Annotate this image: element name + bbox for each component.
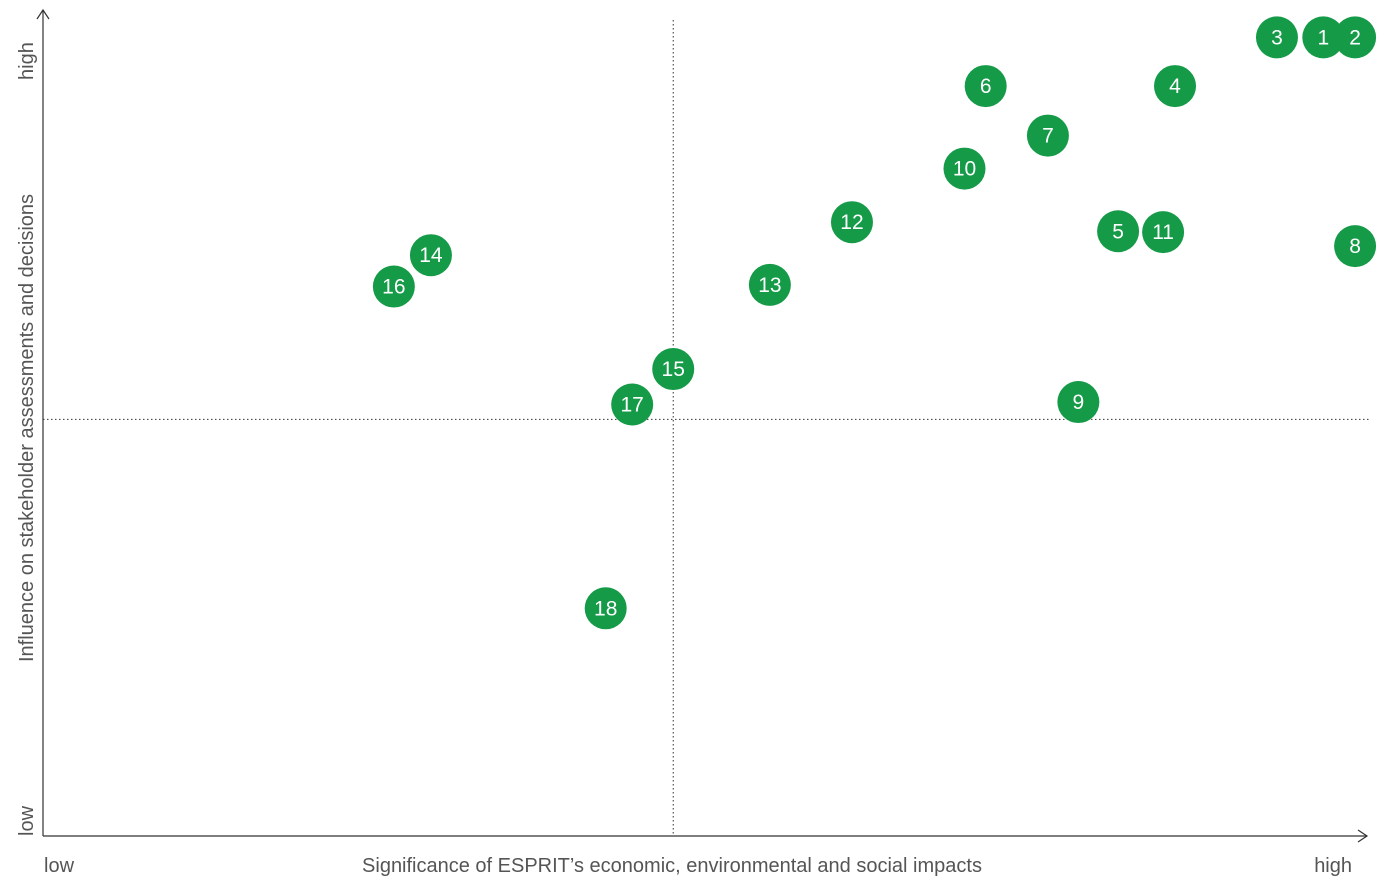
y-axis-arrow-icon	[36, 8, 50, 20]
data-point-marker	[748, 263, 791, 306]
data-point-3: 3	[1255, 16, 1298, 59]
data-point-5: 5	[1097, 210, 1140, 253]
data-point-11: 11	[1142, 211, 1185, 254]
data-point-marker	[1302, 16, 1345, 59]
y-axis-title: Influence on stakeholder assessments and…	[16, 194, 38, 662]
data-point-label: 4	[1169, 75, 1181, 98]
data-point-18: 18	[584, 587, 627, 630]
data-point-7: 7	[1026, 114, 1069, 157]
data-point-marker	[1026, 114, 1069, 157]
data-point-marker	[1154, 65, 1197, 108]
data-point-label: 9	[1073, 391, 1085, 414]
x-axis-title: Significance of ESPRIT’s economic, envir…	[362, 855, 982, 877]
data-point-10: 10	[943, 147, 986, 190]
data-point-12: 12	[830, 201, 873, 244]
data-point-4: 4	[1154, 65, 1197, 108]
data-point-label: 15	[662, 358, 685, 381]
data-point-marker	[1334, 225, 1377, 268]
data-point-marker	[830, 201, 873, 244]
data-point-marker	[1097, 210, 1140, 253]
data-point-2: 2	[1334, 16, 1377, 59]
x-axis-arrow-icon	[1357, 829, 1369, 843]
data-point-14: 14	[409, 234, 452, 277]
data-point-label: 11	[1152, 221, 1174, 244]
data-point-label: 6	[980, 75, 992, 98]
data-point-marker	[652, 348, 695, 391]
data-point-marker	[584, 587, 627, 630]
data-point-marker	[372, 265, 415, 308]
data-point-marker	[1142, 211, 1185, 254]
data-point-label: 10	[953, 158, 976, 181]
data-point-label: 13	[758, 274, 781, 297]
data-point-label: 7	[1042, 125, 1054, 148]
data-point-label: 8	[1349, 235, 1361, 258]
data-point-6: 6	[964, 65, 1007, 108]
y-axis-high-label: high	[16, 42, 38, 80]
y-axis-low-label: low	[16, 805, 38, 836]
data-point-label: 17	[621, 394, 644, 417]
data-point-17: 17	[611, 383, 654, 426]
data-point-label: 12	[840, 211, 863, 234]
data-point-1: 1	[1302, 16, 1345, 59]
data-point-label: 2	[1349, 26, 1361, 49]
data-point-15: 15	[652, 348, 695, 391]
data-point-16: 16	[372, 265, 415, 308]
data-point-label: 18	[594, 597, 617, 620]
x-axis-low-label: low	[44, 855, 75, 877]
data-point-label: 3	[1271, 26, 1283, 49]
data-point-marker	[1334, 16, 1377, 59]
data-point-label: 1	[1317, 26, 1329, 49]
data-point-marker	[964, 65, 1007, 108]
data-point-8: 8	[1334, 225, 1377, 268]
data-point-9: 9	[1057, 381, 1100, 424]
data-point-marker	[409, 234, 452, 277]
data-point-marker	[1255, 16, 1298, 59]
data-point-label: 14	[419, 244, 443, 267]
data-point-marker	[943, 147, 986, 190]
data-point-marker	[611, 383, 654, 426]
data-point-label: 5	[1112, 220, 1124, 243]
data-point-13: 13	[748, 263, 791, 306]
data-point-marker	[1057, 381, 1100, 424]
x-axis-high-label: high	[1314, 855, 1352, 877]
data-point-label: 16	[382, 276, 405, 299]
